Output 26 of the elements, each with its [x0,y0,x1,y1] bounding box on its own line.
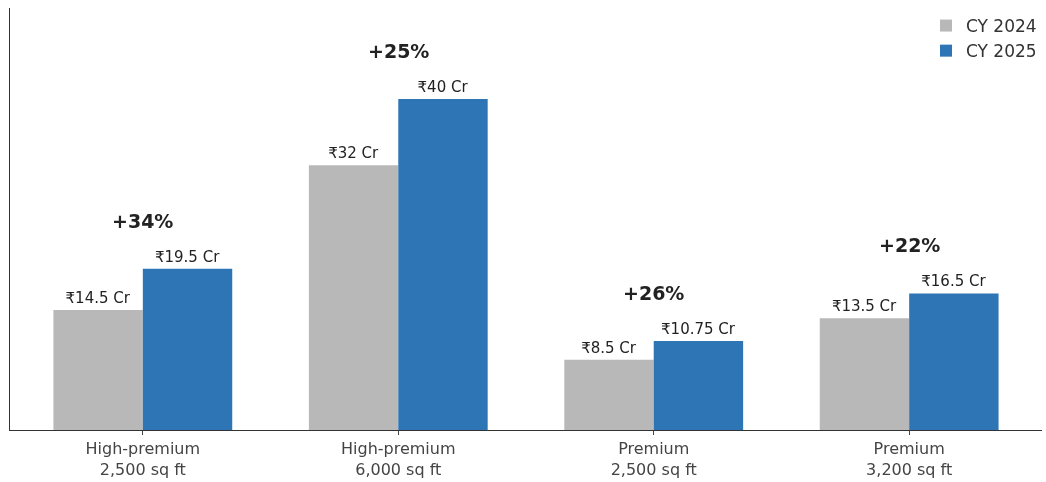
data-label: ₹40 Cr [417,78,469,97]
data-label: ₹10.75 Cr [661,320,736,339]
bar [653,341,744,430]
x-tick-label: High-premium 6,000 sq ft [341,439,456,479]
data-label: ₹14.5 Cr [65,289,131,308]
bar [398,99,488,430]
data-label: ₹13.5 Cr [831,297,898,316]
data-label: ₹8.5 Cr [581,338,637,357]
legend-label: CY 2024 [966,16,1037,37]
data-label: ₹32 Cr [328,144,380,163]
data-label: ₹19.5 Cr [154,247,221,266]
annotation: +34% [112,210,174,232]
legend-label: CY 2025 [966,41,1037,62]
x-tick-label: Premium 2,500 sq ft [610,439,697,479]
x-tick-label: High-premium 2,500 sq ft [85,439,201,479]
bar [308,165,399,430]
bar [819,318,910,430]
bar [909,293,999,430]
bar [564,359,654,430]
bar [142,268,233,430]
annotation: +25% [368,40,430,62]
data-label: ₹16.5 Cr [921,272,987,291]
annotation: +22% [879,234,941,256]
x-tick-label: Premium 3,200 sq ft [866,439,953,479]
bar [53,310,143,430]
annotation: +26% [623,282,685,304]
